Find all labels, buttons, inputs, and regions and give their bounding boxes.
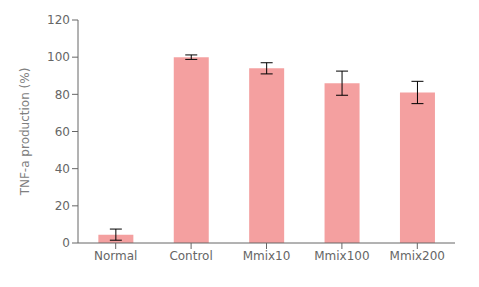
svg-text:Mmix10: Mmix10 (243, 249, 291, 263)
svg-text:0: 0 (62, 236, 70, 250)
svg-text:Control: Control (169, 249, 212, 263)
svg-text:Mmix200: Mmix200 (390, 249, 445, 263)
svg-text:100: 100 (47, 50, 70, 64)
svg-text:TNF-a production (%): TNF-a production (%) (18, 68, 32, 197)
svg-text:60: 60 (55, 125, 70, 139)
svg-text:80: 80 (55, 88, 70, 102)
svg-text:Mmix100: Mmix100 (314, 249, 369, 263)
svg-text:Normal: Normal (94, 249, 137, 263)
svg-text:120: 120 (47, 13, 70, 27)
svg-text:20: 20 (55, 199, 70, 213)
svg-text:40: 40 (55, 162, 70, 176)
